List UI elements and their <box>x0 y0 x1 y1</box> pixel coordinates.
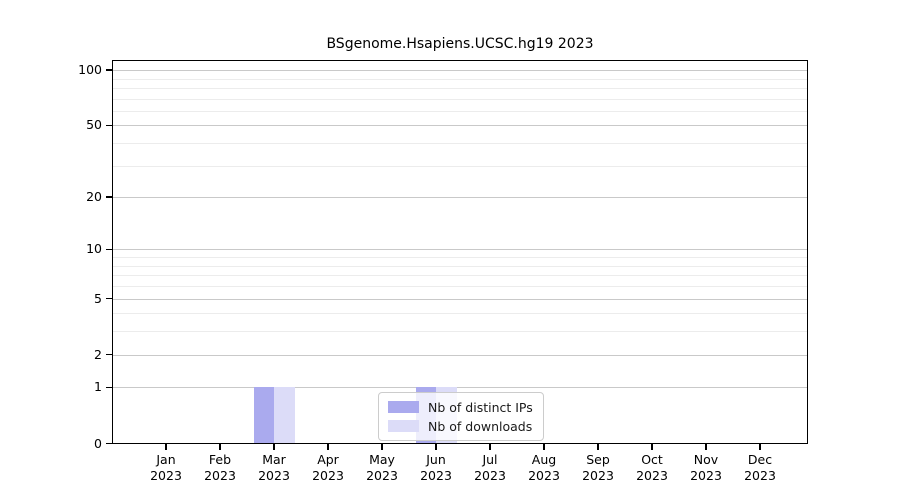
x-tick-dec <box>759 443 761 450</box>
gridline-major-1 <box>112 387 808 389</box>
gridline-minor-7 <box>112 275 808 277</box>
year-label: 2023 <box>528 467 560 483</box>
x-tick-label-apr: Apr 2023 <box>300 452 356 484</box>
y-tick-5 <box>106 297 112 300</box>
gridline-minor-40 <box>112 143 808 145</box>
x-tick-mar <box>273 443 275 450</box>
month-label: Jan <box>156 451 176 467</box>
year-label: 2023 <box>312 467 344 483</box>
gridline-major-50 <box>112 125 808 127</box>
x-tick-aug <box>543 443 545 450</box>
year-label: 2023 <box>636 467 668 483</box>
month-label: Oct <box>641 451 663 467</box>
month-label: Nov <box>693 451 719 467</box>
y-tick-2 <box>106 353 112 356</box>
gridline-minor-80 <box>112 87 808 89</box>
month-label: Sep <box>586 451 610 467</box>
legend-label-0: Nb of distinct IPs <box>428 399 533 415</box>
y-tick-label-20: 20 <box>86 189 102 205</box>
x-tick-sep <box>597 443 599 450</box>
x-tick-oct <box>651 443 653 450</box>
x-tick-label-oct: Oct 2023 <box>624 452 680 484</box>
gridline-minor-6 <box>112 286 808 288</box>
year-label: 2023 <box>744 467 776 483</box>
y-tick-label-0: 0 <box>94 435 102 451</box>
gridline-major-100 <box>112 70 808 72</box>
gridline-minor-4 <box>112 313 808 315</box>
y-tick-50 <box>106 124 112 127</box>
x-tick-label-jan: Jan 2023 <box>138 452 194 484</box>
chart-title: BSgenome.Hsapiens.UCSC.hg19 2023 <box>326 36 594 52</box>
x-tick-label-feb: Feb 2023 <box>192 452 248 484</box>
x-tick-label-jul: Jul 2023 <box>462 452 518 484</box>
month-label: May <box>369 451 395 467</box>
y-tick-label-5: 5 <box>94 290 102 306</box>
y-tick-10 <box>106 248 112 251</box>
month-label: Dec <box>747 451 773 467</box>
bar-nb-of-downloads-mar <box>274 387 295 444</box>
x-tick-may <box>381 443 383 450</box>
legend-entry-1: Nb of downloads <box>388 418 533 434</box>
year-label: 2023 <box>366 467 398 483</box>
year-label: 2023 <box>582 467 614 483</box>
legend-label-1: Nb of downloads <box>428 418 533 434</box>
month-label: Mar <box>262 451 286 467</box>
month-label: Apr <box>317 451 339 467</box>
x-tick-label-nov: Nov 2023 <box>678 452 734 484</box>
y-tick-100 <box>106 69 112 71</box>
year-label: 2023 <box>420 467 452 483</box>
gridline-minor-30 <box>112 165 808 167</box>
gridline-minor-3 <box>112 331 808 333</box>
x-tick-label-aug: Aug 2023 <box>516 452 572 484</box>
month-label: Feb <box>208 451 232 467</box>
x-tick-label-sep: Sep 2023 <box>570 452 626 484</box>
x-tick-label-jun: Jun 2023 <box>408 452 464 484</box>
gridline-minor-9 <box>112 257 808 259</box>
y-tick-label-10: 10 <box>86 241 102 257</box>
x-tick-jun <box>435 443 437 450</box>
gridline-major-10 <box>112 249 808 251</box>
y-tick-label-2: 2 <box>94 346 102 362</box>
x-tick-feb <box>219 443 221 450</box>
gridline-minor-8 <box>112 265 808 267</box>
y-tick-label-100: 100 <box>78 62 102 78</box>
x-tick-label-may: May 2023 <box>354 452 410 484</box>
y-tick-20 <box>106 196 112 198</box>
month-label: Aug <box>531 451 557 467</box>
gridline-minor-90 <box>112 78 808 80</box>
year-label: 2023 <box>204 467 236 483</box>
month-label: Jul <box>482 451 498 467</box>
x-tick-label-dec: Dec 2023 <box>732 452 788 484</box>
x-tick-jan <box>165 443 167 450</box>
legend: Nb of distinct IPs Nb of downloads <box>378 392 544 441</box>
bar-nb-of-distinct-ips-mar <box>253 387 274 444</box>
year-label: 2023 <box>474 467 506 483</box>
plot-area <box>112 60 808 444</box>
gridline-minor-70 <box>112 98 808 100</box>
x-tick-nov <box>705 443 707 450</box>
gridline-minor-60 <box>112 110 808 112</box>
y-tick-label-1: 1 <box>94 379 102 395</box>
y-tick-0 <box>106 442 112 445</box>
gridline-major-2 <box>112 354 808 356</box>
legend-swatch-0 <box>388 401 419 413</box>
y-tick-label-50: 50 <box>86 117 102 133</box>
legend-swatch-1 <box>388 420 419 432</box>
y-tick-1 <box>106 386 112 389</box>
gridline-major-20 <box>112 197 808 199</box>
x-tick-apr <box>327 443 329 450</box>
legend-entry-0: Nb of distinct IPs <box>388 399 533 415</box>
gridline-major-5 <box>112 298 808 300</box>
x-tick-jul <box>489 443 491 450</box>
year-label: 2023 <box>258 467 290 483</box>
year-label: 2023 <box>690 467 722 483</box>
year-label: 2023 <box>150 467 182 483</box>
x-tick-label-mar: Mar 2023 <box>246 452 302 484</box>
month-label: Jun <box>426 451 446 467</box>
